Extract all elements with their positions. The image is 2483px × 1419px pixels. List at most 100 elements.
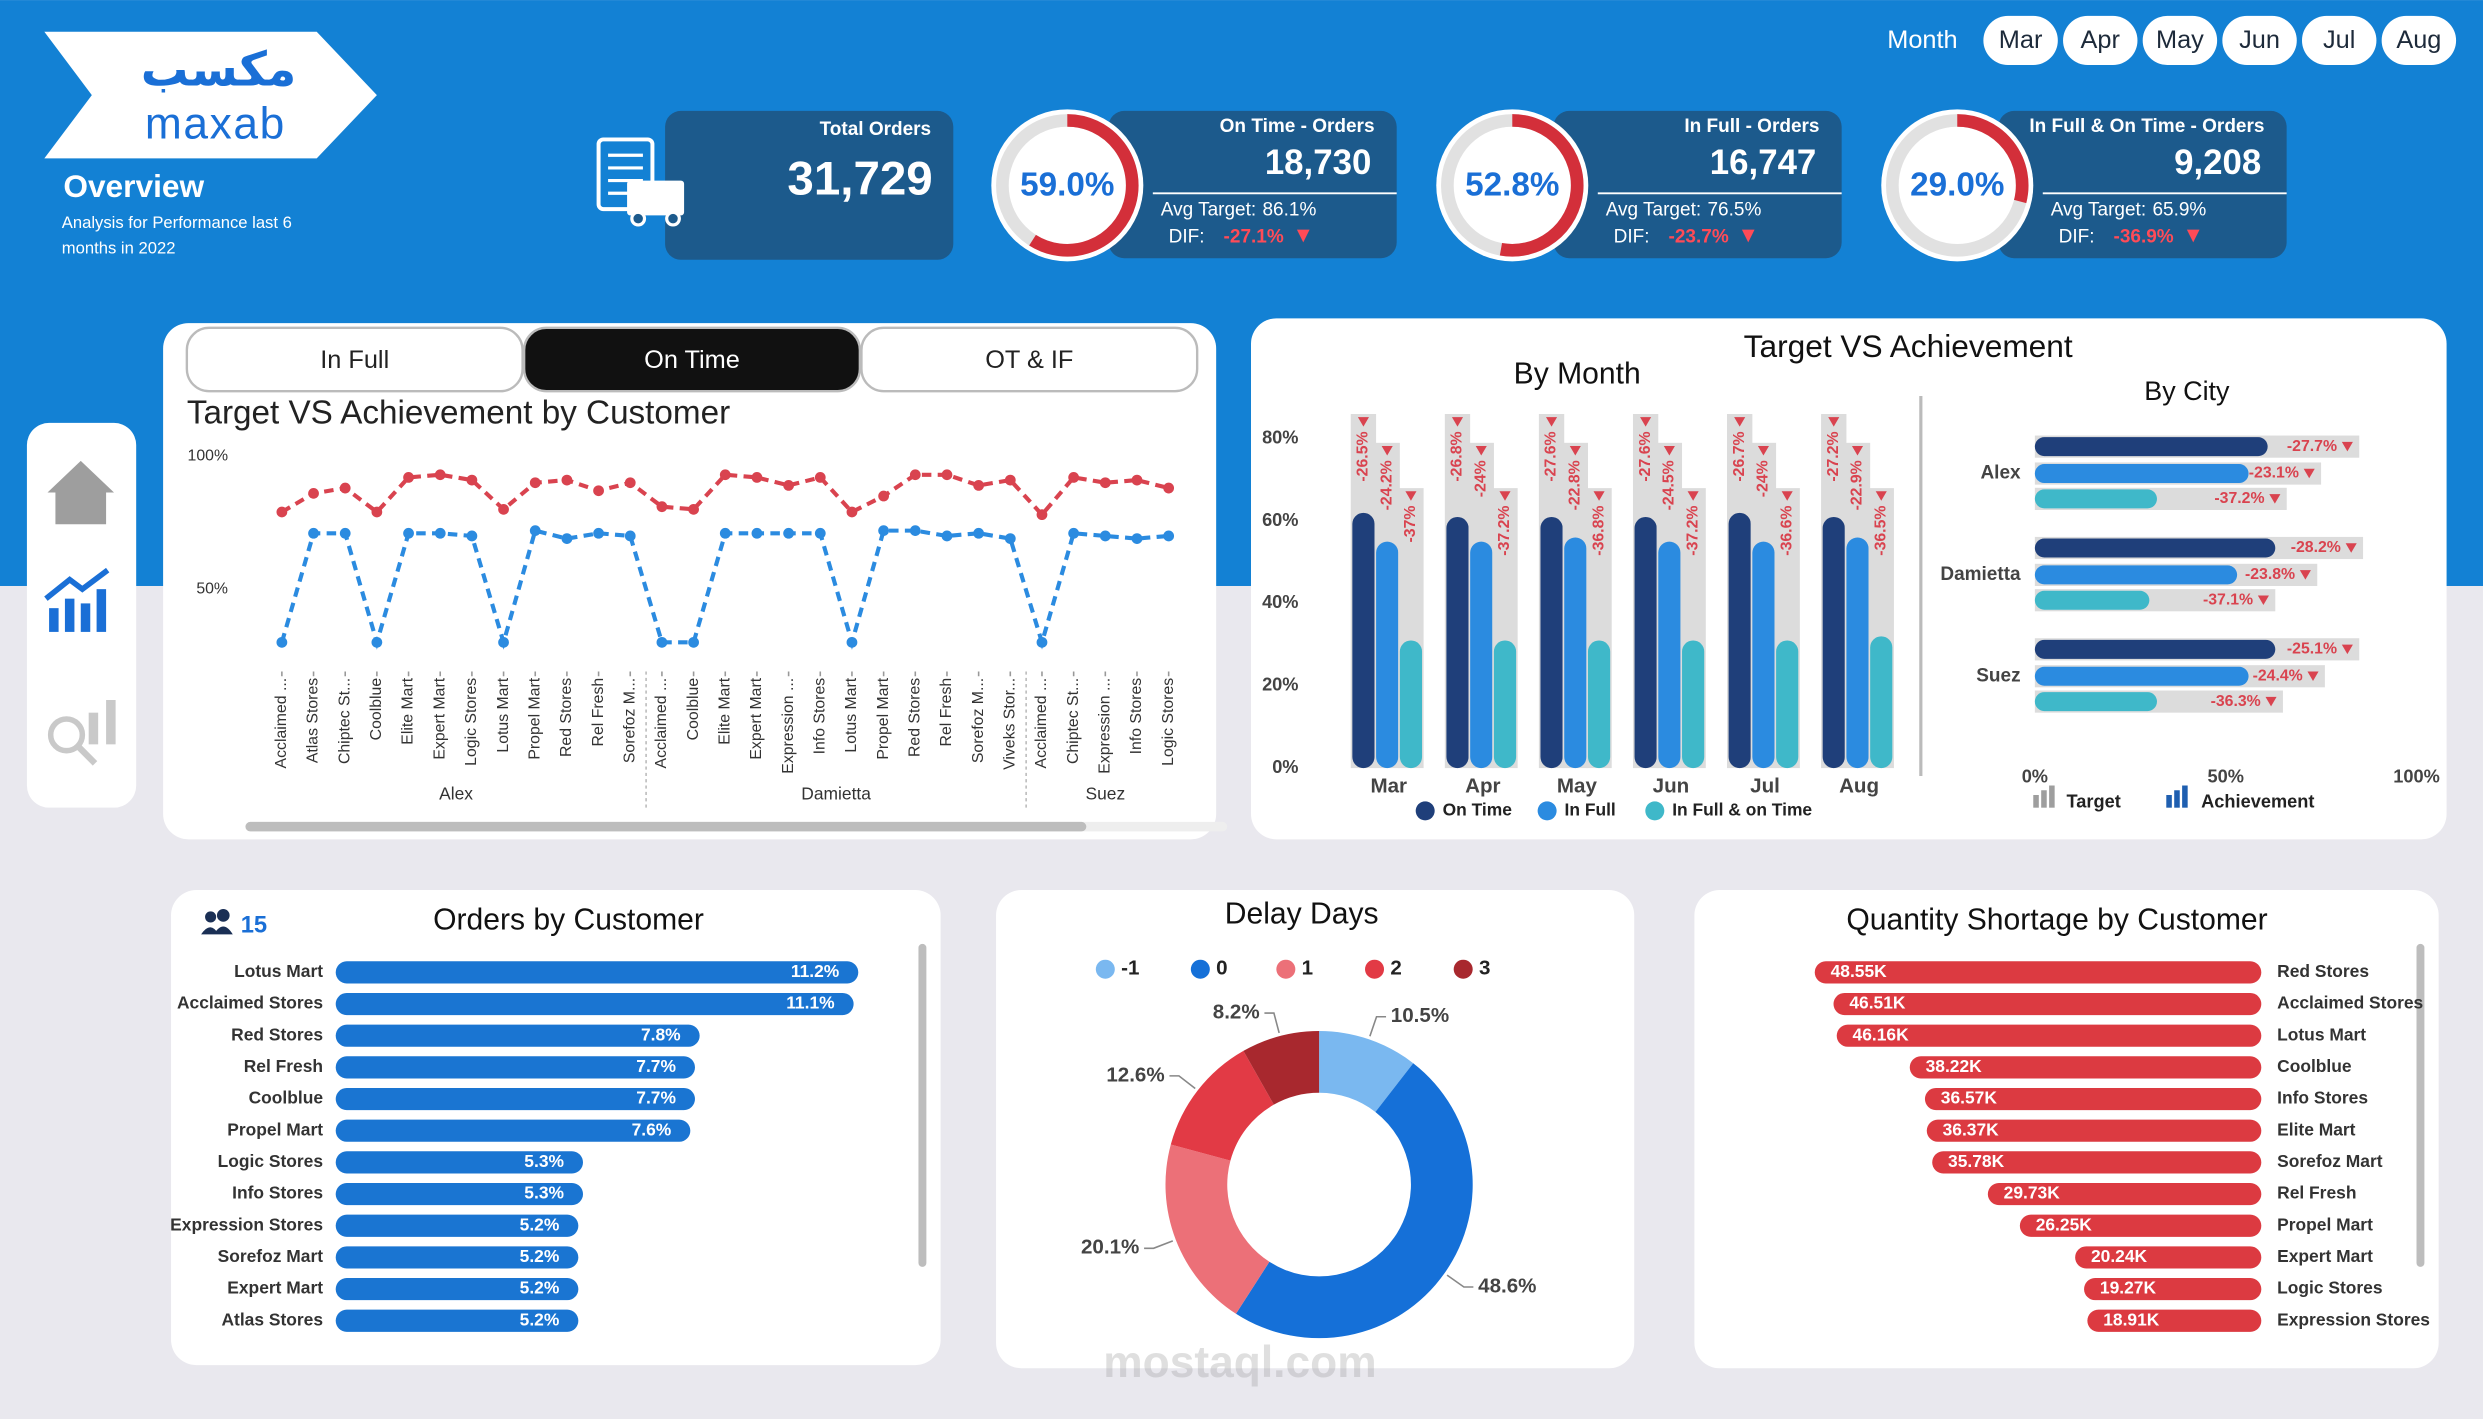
down-arrow bbox=[2269, 494, 2281, 504]
point bbox=[1068, 527, 1080, 539]
bar bbox=[335, 961, 859, 984]
legend-swatch bbox=[1645, 801, 1665, 821]
kpi-dif-value: -27.1% bbox=[1224, 227, 1284, 248]
tab[interactable] bbox=[860, 326, 1199, 393]
y-tick-label: 20% bbox=[1262, 675, 1298, 695]
logo-latin: maxab bbox=[145, 99, 286, 148]
value-label: 10.5% bbox=[1391, 1004, 1449, 1027]
down-arrow bbox=[2341, 441, 2353, 452]
dif-label: -37.1% bbox=[2203, 591, 2253, 608]
tab[interactable] bbox=[185, 326, 524, 393]
category-label: Logic Stores bbox=[218, 1151, 323, 1171]
down-arrow bbox=[1451, 417, 1464, 427]
point bbox=[656, 636, 668, 648]
dif-label: -23.8% bbox=[2245, 566, 2295, 583]
dif-label: -37% bbox=[1402, 506, 1419, 543]
dif-label: -37.2% bbox=[1496, 506, 1513, 556]
value-label: 7.7% bbox=[636, 1056, 676, 1076]
point bbox=[1131, 533, 1143, 544]
category-label: Propel Mart bbox=[2277, 1214, 2373, 1234]
down-arrow bbox=[2265, 696, 2277, 707]
bar bbox=[1376, 541, 1399, 769]
filter-button[interactable] bbox=[2302, 15, 2377, 65]
tab[interactable] bbox=[522, 326, 862, 393]
filter-option: Apr bbox=[2081, 26, 2121, 54]
down-arrow bbox=[1546, 417, 1558, 427]
kpi-card bbox=[1553, 110, 1842, 259]
value-label: 20.24K bbox=[2091, 1246, 2148, 1266]
dif-label: -36.5% bbox=[1872, 506, 1889, 556]
gauge-face bbox=[1436, 109, 1589, 262]
filter-button[interactable] bbox=[2381, 15, 2457, 65]
x-tick-label: Acclaimed ... bbox=[1033, 678, 1050, 769]
legend-swatch bbox=[2182, 785, 2188, 808]
legend-swatch bbox=[1276, 959, 1296, 979]
nav-report[interactable] bbox=[44, 567, 110, 632]
page-title: Overview bbox=[63, 168, 204, 204]
bar bbox=[335, 1119, 691, 1142]
legend-swatch bbox=[2049, 785, 2055, 808]
gauge-arc bbox=[1957, 114, 2029, 204]
dif-label: -26.7% bbox=[1731, 431, 1748, 481]
bar bbox=[2034, 639, 2276, 659]
bar bbox=[335, 1087, 695, 1111]
legend-swatch bbox=[1095, 959, 1115, 979]
gauge-arc bbox=[1029, 114, 1139, 257]
filter-option: Mar bbox=[1999, 26, 2043, 54]
legend-swatch bbox=[2166, 795, 2172, 808]
category-label: Red Stores bbox=[2277, 961, 2369, 981]
category-label: Red Stores bbox=[231, 1024, 323, 1044]
bar bbox=[335, 1056, 695, 1079]
filter-button[interactable] bbox=[1983, 15, 2058, 65]
legend-swatch bbox=[1453, 959, 1473, 979]
y-tick-label: 80% bbox=[1262, 428, 1298, 448]
point bbox=[434, 527, 446, 539]
kpi-target-value: 86.1% bbox=[1262, 200, 1316, 221]
category-label: Expression Stores bbox=[170, 1214, 323, 1234]
point bbox=[941, 530, 953, 542]
scrollbar[interactable] bbox=[2416, 943, 2425, 1267]
point bbox=[498, 503, 509, 515]
point bbox=[719, 527, 731, 539]
point bbox=[973, 527, 985, 539]
down-arrow bbox=[1757, 445, 1769, 456]
down-arrow bbox=[1640, 417, 1652, 427]
point bbox=[339, 482, 351, 494]
bar bbox=[1682, 640, 1705, 769]
bar bbox=[2034, 538, 2276, 558]
x-tick-label: May bbox=[1557, 775, 1598, 798]
point bbox=[973, 480, 985, 491]
slice bbox=[1165, 1144, 1270, 1314]
value-label: 18.91K bbox=[2103, 1309, 2160, 1329]
legend-swatch bbox=[2041, 790, 2047, 808]
filter-button[interactable] bbox=[2142, 15, 2218, 65]
category-label: Expert Mart bbox=[2277, 1246, 2373, 1266]
bar bbox=[1493, 640, 1517, 769]
x-tick-label: Expert Mart bbox=[431, 677, 448, 759]
category-label: Coolblue bbox=[249, 1088, 324, 1108]
leader-line bbox=[1264, 1012, 1280, 1034]
x-tick-label: Coolblue bbox=[368, 678, 385, 741]
legend-label: -1 bbox=[1121, 957, 1139, 980]
bar bbox=[1932, 1151, 2262, 1174]
dif-label: -28.2% bbox=[2291, 539, 2341, 556]
category-label: Rel Fresh bbox=[2277, 1183, 2356, 1203]
report-icon bbox=[96, 589, 107, 632]
nav-analysis[interactable] bbox=[47, 699, 116, 766]
value-label: 20.1% bbox=[1081, 1236, 1139, 1259]
point bbox=[529, 525, 541, 537]
leader-line bbox=[1144, 1240, 1174, 1250]
scrollbar[interactable] bbox=[245, 821, 1087, 832]
value-label: 48.55K bbox=[1831, 961, 1888, 981]
filter-button[interactable] bbox=[2222, 15, 2297, 65]
kpi-dif: DIF: -27.1% bbox=[1169, 227, 1284, 248]
category-label: Info Stores bbox=[232, 1183, 323, 1203]
down-arrow bbox=[1741, 229, 1755, 243]
scrollbar[interactable] bbox=[918, 943, 927, 1267]
value-label: 7.7% bbox=[636, 1088, 676, 1108]
dif-label: -22.8% bbox=[1566, 460, 1583, 510]
kpi-dif-value: -23.7% bbox=[1669, 227, 1729, 248]
point bbox=[276, 636, 288, 648]
filter-button[interactable] bbox=[2063, 15, 2138, 65]
